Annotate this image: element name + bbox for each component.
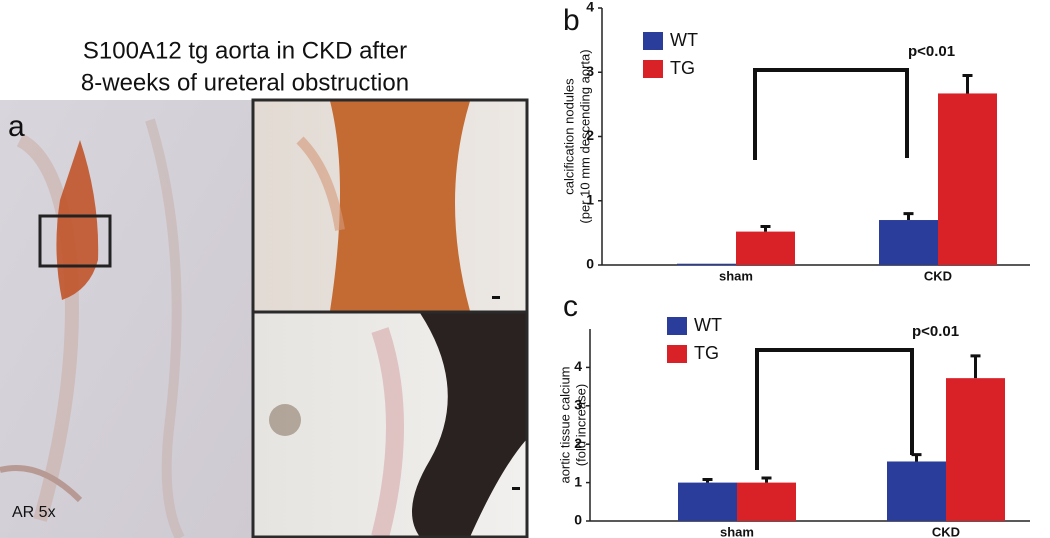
error-bar xyxy=(962,73,973,94)
y-axis-label: (fold increase) xyxy=(573,384,588,466)
micrograph-stain xyxy=(254,313,526,538)
error-bar xyxy=(911,453,922,462)
y-tick-label: 3 xyxy=(574,397,582,413)
y-axis-label: (per 10 mm descending aorta) xyxy=(577,49,592,223)
magnification-label: AR 5x xyxy=(12,504,56,521)
panel-label: b xyxy=(563,4,580,37)
significance-label: p<0.01 xyxy=(908,43,955,60)
y-tick-label: 4 xyxy=(574,358,582,374)
bar xyxy=(887,461,946,521)
significance-label: p<0.01 xyxy=(912,323,959,340)
legend-label: TG xyxy=(670,58,695,78)
y-tick-label: 1 xyxy=(574,473,582,489)
y-tick-label: 0 xyxy=(574,512,582,528)
bar xyxy=(946,378,1005,521)
y-tick-label: 2 xyxy=(586,127,594,143)
y-tick-label: 0 xyxy=(586,256,594,272)
error-bar xyxy=(970,354,981,379)
bar xyxy=(678,482,737,521)
legend-swatch xyxy=(667,345,687,363)
error-bar xyxy=(702,478,713,483)
panel-title: 8-weeks of ureteral obstruction xyxy=(81,69,409,96)
error-bar xyxy=(903,212,914,221)
x-tick-label: sham xyxy=(719,268,753,283)
y-axis-label: calcification nodules xyxy=(561,78,576,195)
bar xyxy=(879,220,938,265)
legend-swatch xyxy=(667,317,687,335)
legend-label: WT xyxy=(670,30,698,50)
significance-bracket xyxy=(753,68,909,160)
legend-label: WT xyxy=(694,315,722,335)
bar xyxy=(677,263,736,266)
panel-title: S100A12 tg aorta in CKD after xyxy=(83,37,407,64)
legend-label: TG xyxy=(694,343,719,363)
y-tick-label: 2 xyxy=(574,435,582,451)
bar xyxy=(737,482,796,521)
error-bar xyxy=(761,476,772,483)
legend-swatch xyxy=(643,60,663,78)
micrograph-detail xyxy=(254,101,526,311)
x-tick-label: CKD xyxy=(932,524,960,538)
legend-swatch xyxy=(643,32,663,50)
x-tick-label: CKD xyxy=(924,268,952,283)
panel-label: c xyxy=(563,290,578,323)
significance-bracket xyxy=(755,348,914,470)
panel-label: a xyxy=(8,110,25,143)
y-axis-label: aortic tissue calcium xyxy=(557,366,572,483)
x-tick-label: sham xyxy=(720,524,754,538)
y-tick-label: 1 xyxy=(586,191,594,207)
bar xyxy=(938,93,997,265)
micrograph-overview xyxy=(0,100,252,538)
y-tick-label: 4 xyxy=(586,0,594,15)
micrograph-frame xyxy=(251,98,529,538)
bar xyxy=(736,231,795,265)
error-bar xyxy=(760,224,771,232)
y-tick-label: 3 xyxy=(586,63,594,79)
